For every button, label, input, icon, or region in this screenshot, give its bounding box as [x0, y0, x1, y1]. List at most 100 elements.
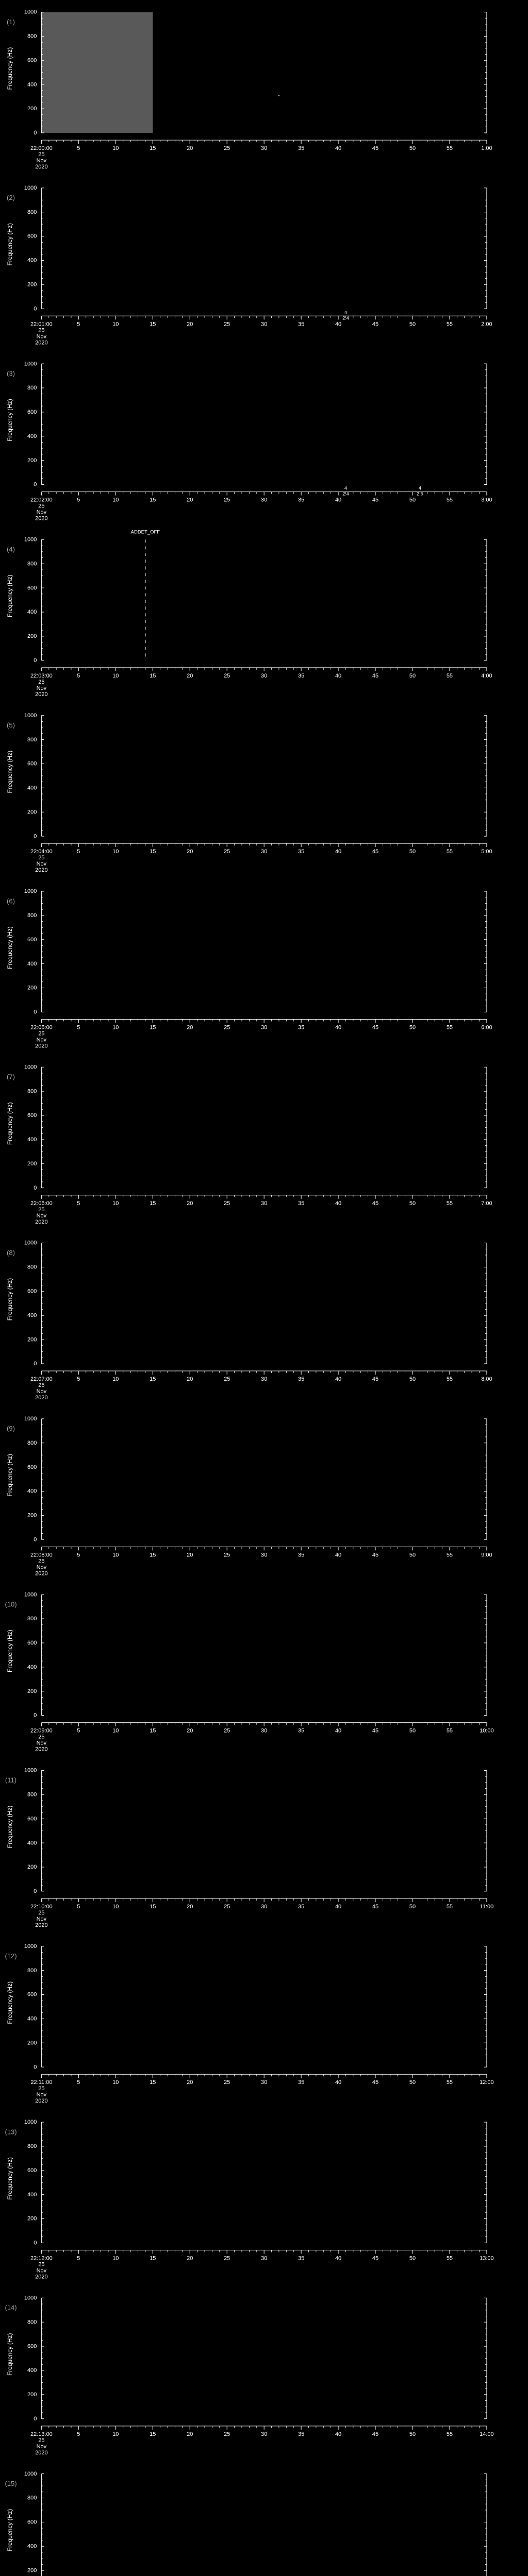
- svg-text:200: 200: [27, 2567, 37, 2573]
- svg-text:25: 25: [224, 1024, 230, 1030]
- svg-text:(11): (11): [5, 1776, 16, 1784]
- svg-text:10: 10: [112, 1024, 119, 1030]
- svg-text:50: 50: [409, 673, 416, 679]
- svg-text:1000: 1000: [24, 1064, 37, 1070]
- svg-text:15: 15: [150, 497, 156, 503]
- svg-text:5: 5: [77, 145, 80, 151]
- svg-text:Frequency (Hz): Frequency (Hz): [6, 926, 13, 969]
- svg-text:50: 50: [409, 849, 416, 855]
- svg-text:35: 35: [298, 497, 304, 503]
- svg-text:25: 25: [38, 151, 44, 158]
- svg-text:5: 5: [77, 1904, 80, 1910]
- svg-text:25: 25: [224, 849, 230, 855]
- svg-text:200: 200: [27, 106, 37, 112]
- svg-text:30: 30: [261, 1200, 267, 1207]
- svg-text:2020: 2020: [35, 1747, 47, 1753]
- svg-text:45: 45: [372, 497, 378, 503]
- svg-text:5: 5: [77, 497, 80, 503]
- svg-text:40: 40: [335, 1552, 341, 1558]
- svg-text:0: 0: [34, 130, 37, 136]
- svg-text:5: 5: [77, 2079, 80, 2086]
- svg-text:55: 55: [447, 1024, 453, 1030]
- svg-text:15: 15: [150, 1024, 156, 1030]
- svg-text:3:00: 3:00: [481, 497, 492, 503]
- svg-text:20: 20: [187, 2256, 193, 2262]
- svg-text:45: 45: [372, 1024, 378, 1030]
- svg-text:Nov: Nov: [37, 158, 47, 164]
- svg-text:15: 15: [150, 849, 156, 855]
- svg-text:40: 40: [335, 2079, 341, 2086]
- svg-text:25: 25: [38, 2262, 44, 2268]
- svg-text:Nov: Nov: [37, 2268, 47, 2274]
- svg-text:5: 5: [77, 1024, 80, 1030]
- svg-text:55: 55: [447, 2431, 453, 2437]
- svg-text:40: 40: [335, 1376, 341, 1382]
- svg-text:ADDET_OFF: ADDET_OFF: [131, 530, 160, 535]
- svg-text:25: 25: [38, 503, 44, 510]
- svg-text:400: 400: [27, 258, 37, 264]
- svg-text:30: 30: [261, 2256, 267, 2262]
- svg-text:30: 30: [261, 1024, 267, 1030]
- svg-text:11:00: 11:00: [480, 1904, 494, 1910]
- svg-text:800: 800: [27, 2319, 37, 2325]
- svg-text:15: 15: [150, 673, 156, 679]
- svg-text:800: 800: [27, 2495, 37, 2501]
- svg-text:10: 10: [112, 1200, 119, 1207]
- svg-text:5: 5: [77, 321, 80, 327]
- svg-text:800: 800: [27, 1792, 37, 1798]
- svg-text:25: 25: [38, 1030, 44, 1037]
- svg-text:0: 0: [34, 306, 37, 312]
- svg-text:35: 35: [298, 2079, 304, 2086]
- svg-text:1000: 1000: [24, 537, 37, 543]
- svg-text:Nov: Nov: [37, 2092, 47, 2098]
- svg-text:20: 20: [187, 321, 193, 327]
- svg-text:600: 600: [27, 585, 37, 591]
- svg-text:2020: 2020: [35, 1043, 47, 1049]
- svg-text:400: 400: [27, 2367, 37, 2374]
- svg-text:Frequency (Hz): Frequency (Hz): [6, 1102, 13, 1145]
- svg-text:800: 800: [27, 912, 37, 919]
- svg-text:25: 25: [38, 2437, 44, 2444]
- svg-text:45: 45: [372, 1200, 378, 1207]
- svg-text:45: 45: [372, 2431, 378, 2437]
- svg-text:25: 25: [224, 1376, 230, 1382]
- svg-text:22:01:00: 22:01:00: [30, 321, 53, 327]
- svg-text:15: 15: [150, 1552, 156, 1558]
- svg-text:55: 55: [447, 497, 453, 503]
- svg-text:200: 200: [27, 1513, 37, 1519]
- svg-text:2020: 2020: [35, 691, 47, 698]
- svg-text:50: 50: [409, 1200, 416, 1207]
- svg-text:400: 400: [27, 1312, 37, 1318]
- svg-text:40: 40: [335, 673, 341, 679]
- svg-text:Nov: Nov: [37, 2444, 47, 2450]
- svg-text:400: 400: [27, 1664, 37, 1670]
- svg-text:5: 5: [77, 1376, 80, 1382]
- svg-text:35: 35: [298, 1728, 304, 1734]
- svg-text:1000: 1000: [24, 2295, 37, 2301]
- svg-text:30: 30: [261, 145, 267, 151]
- svg-text:35: 35: [298, 2431, 304, 2437]
- svg-text:(6): (6): [7, 897, 15, 905]
- svg-text:35: 35: [298, 673, 304, 679]
- svg-text:600: 600: [27, 1816, 37, 1822]
- svg-text:45: 45: [372, 2256, 378, 2262]
- svg-text:15: 15: [150, 1200, 156, 1207]
- svg-text:55: 55: [447, 1552, 453, 1558]
- svg-text:45: 45: [372, 849, 378, 855]
- svg-text:25: 25: [38, 1558, 44, 1564]
- svg-text:40: 40: [335, 849, 341, 855]
- svg-text:(1): (1): [7, 18, 15, 26]
- svg-text:10: 10: [112, 497, 119, 503]
- svg-text:800: 800: [27, 1440, 37, 1446]
- svg-text:22:08:00: 22:08:00: [30, 1552, 53, 1558]
- svg-text:50: 50: [409, 1904, 416, 1910]
- svg-text:4: 4: [344, 310, 347, 315]
- svg-text:20: 20: [187, 1200, 193, 1207]
- svg-text:35: 35: [298, 1904, 304, 1910]
- svg-text:200: 200: [27, 2040, 37, 2046]
- svg-text:25: 25: [38, 1207, 44, 1213]
- svg-text:2020: 2020: [35, 1922, 47, 1928]
- svg-text:2020: 2020: [35, 1219, 47, 1225]
- svg-text:2020: 2020: [35, 1570, 47, 1577]
- svg-text:Nov: Nov: [37, 1213, 47, 1219]
